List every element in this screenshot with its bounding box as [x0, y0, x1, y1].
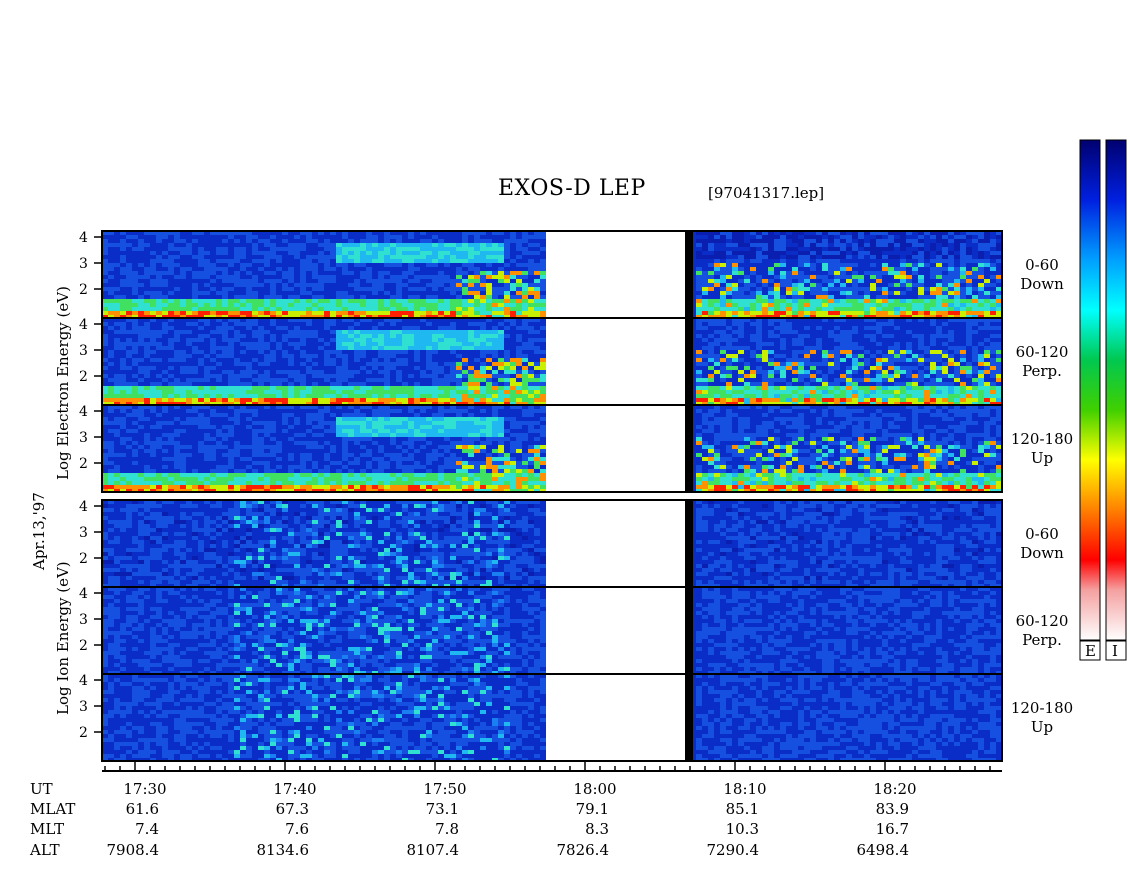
ephemeris-value: 18:10 — [723, 780, 766, 798]
ephemeris-value: 7.4 — [135, 820, 159, 838]
data-gap — [546, 405, 685, 492]
energy-tick-label: 4 — [79, 499, 88, 515]
electron-axis-label: Log Electron Energy (eV) — [54, 286, 72, 480]
ephemeris-row-label: MLT — [30, 820, 64, 838]
energy-tick-label: 2 — [79, 369, 88, 385]
ephemeris-value: 16.7 — [876, 820, 909, 838]
direction-label: Down — [1020, 275, 1064, 293]
ephemeris-row-label: MLAT — [30, 800, 75, 818]
energy-tick-label: 4 — [79, 586, 88, 602]
ion-axis-label: Log Ion Energy (eV) — [54, 561, 72, 715]
energy-tick-label: 3 — [79, 525, 88, 541]
ephemeris-value: 8.3 — [585, 820, 609, 838]
energy-tick-label: 3 — [79, 699, 88, 715]
energy-tick-label: 4 — [79, 673, 88, 689]
pitch-angle-label: 0-60 — [1025, 256, 1059, 274]
energy-tick-label: 2 — [79, 282, 88, 298]
ephemeris-value: 8134.6 — [257, 841, 310, 859]
gap-edge — [685, 587, 693, 674]
direction-label: Up — [1031, 718, 1053, 736]
ephemeris-value: 67.3 — [276, 800, 309, 818]
colorbar-label-i: I — [1112, 642, 1118, 660]
energy-tick-label: 4 — [79, 317, 88, 333]
ephemeris-value: 73.1 — [426, 800, 459, 818]
direction-label: Down — [1020, 544, 1064, 562]
energy-tick-label: 2 — [79, 638, 88, 654]
energy-tick-label: 3 — [79, 256, 88, 272]
pitch-angle-label: 60-120 — [1016, 612, 1069, 630]
ephemeris-value: 83.9 — [876, 800, 909, 818]
ephemeris-value: 10.3 — [726, 820, 759, 838]
ephemeris-value: 17:40 — [273, 780, 316, 798]
energy-tick-label: 3 — [79, 430, 88, 446]
direction-label: Perp. — [1022, 362, 1062, 380]
direction-label: Up — [1031, 449, 1053, 467]
ephemeris-value: 8107.4 — [407, 841, 460, 859]
chart-title: EXOS-D LEP — [498, 176, 646, 201]
pitch-angle-label: 120-180 — [1011, 430, 1073, 448]
data-gap — [546, 231, 685, 318]
ephemeris-row-label: UT — [30, 780, 53, 798]
gap-edge — [685, 405, 693, 492]
file-name: [97041317.lep] — [708, 184, 825, 202]
data-gap — [546, 318, 685, 405]
ephemeris-value: 17:30 — [123, 780, 166, 798]
ephemeris-value: 18:20 — [873, 780, 916, 798]
energy-tick-label: 2 — [79, 551, 88, 567]
gap-edge — [685, 318, 693, 405]
panel-frame — [101, 673, 1003, 762]
pitch-angle-label: 120-180 — [1011, 699, 1073, 717]
ephemeris-value: 79.1 — [576, 800, 609, 818]
energy-tick-label: 2 — [79, 725, 88, 741]
gap-edge — [685, 674, 693, 761]
ephemeris-value: 7826.4 — [557, 841, 610, 859]
ephemeris-value: 6498.4 — [857, 841, 910, 859]
gap-edge — [685, 500, 693, 587]
panel-frame — [101, 404, 1003, 493]
ephemeris-value: 18:00 — [573, 780, 616, 798]
ephemeris-value: 7908.4 — [107, 841, 160, 859]
ephemeris-value: 7.8 — [435, 820, 459, 838]
colorbar-label-e: E — [1085, 642, 1096, 660]
date-label: Apr.13,'97 — [30, 492, 48, 571]
energy-tick-label: 4 — [79, 230, 88, 246]
pitch-angle-label: 60-120 — [1016, 343, 1069, 361]
data-gap — [546, 674, 685, 761]
data-gap — [546, 500, 685, 587]
energy-tick-label: 4 — [79, 404, 88, 420]
energy-tick-label: 2 — [79, 456, 88, 472]
ephemeris-value: 17:50 — [423, 780, 466, 798]
ephemeris-value: 61.6 — [126, 800, 159, 818]
colorbar-electron — [1079, 139, 1101, 641]
ephemeris-row-label: ALT — [29, 841, 60, 859]
energy-tick-label: 3 — [79, 343, 88, 359]
ephemeris-value: 7290.4 — [707, 841, 760, 859]
pitch-angle-label: 0-60 — [1025, 525, 1059, 543]
colorbar-ion — [1105, 139, 1127, 641]
ephemeris-value: 85.1 — [726, 800, 759, 818]
energy-tick-label: 3 — [79, 612, 88, 628]
direction-label: Perp. — [1022, 631, 1062, 649]
data-gap — [546, 587, 685, 674]
gap-edge — [685, 231, 693, 318]
ephemeris-value: 7.6 — [285, 820, 309, 838]
